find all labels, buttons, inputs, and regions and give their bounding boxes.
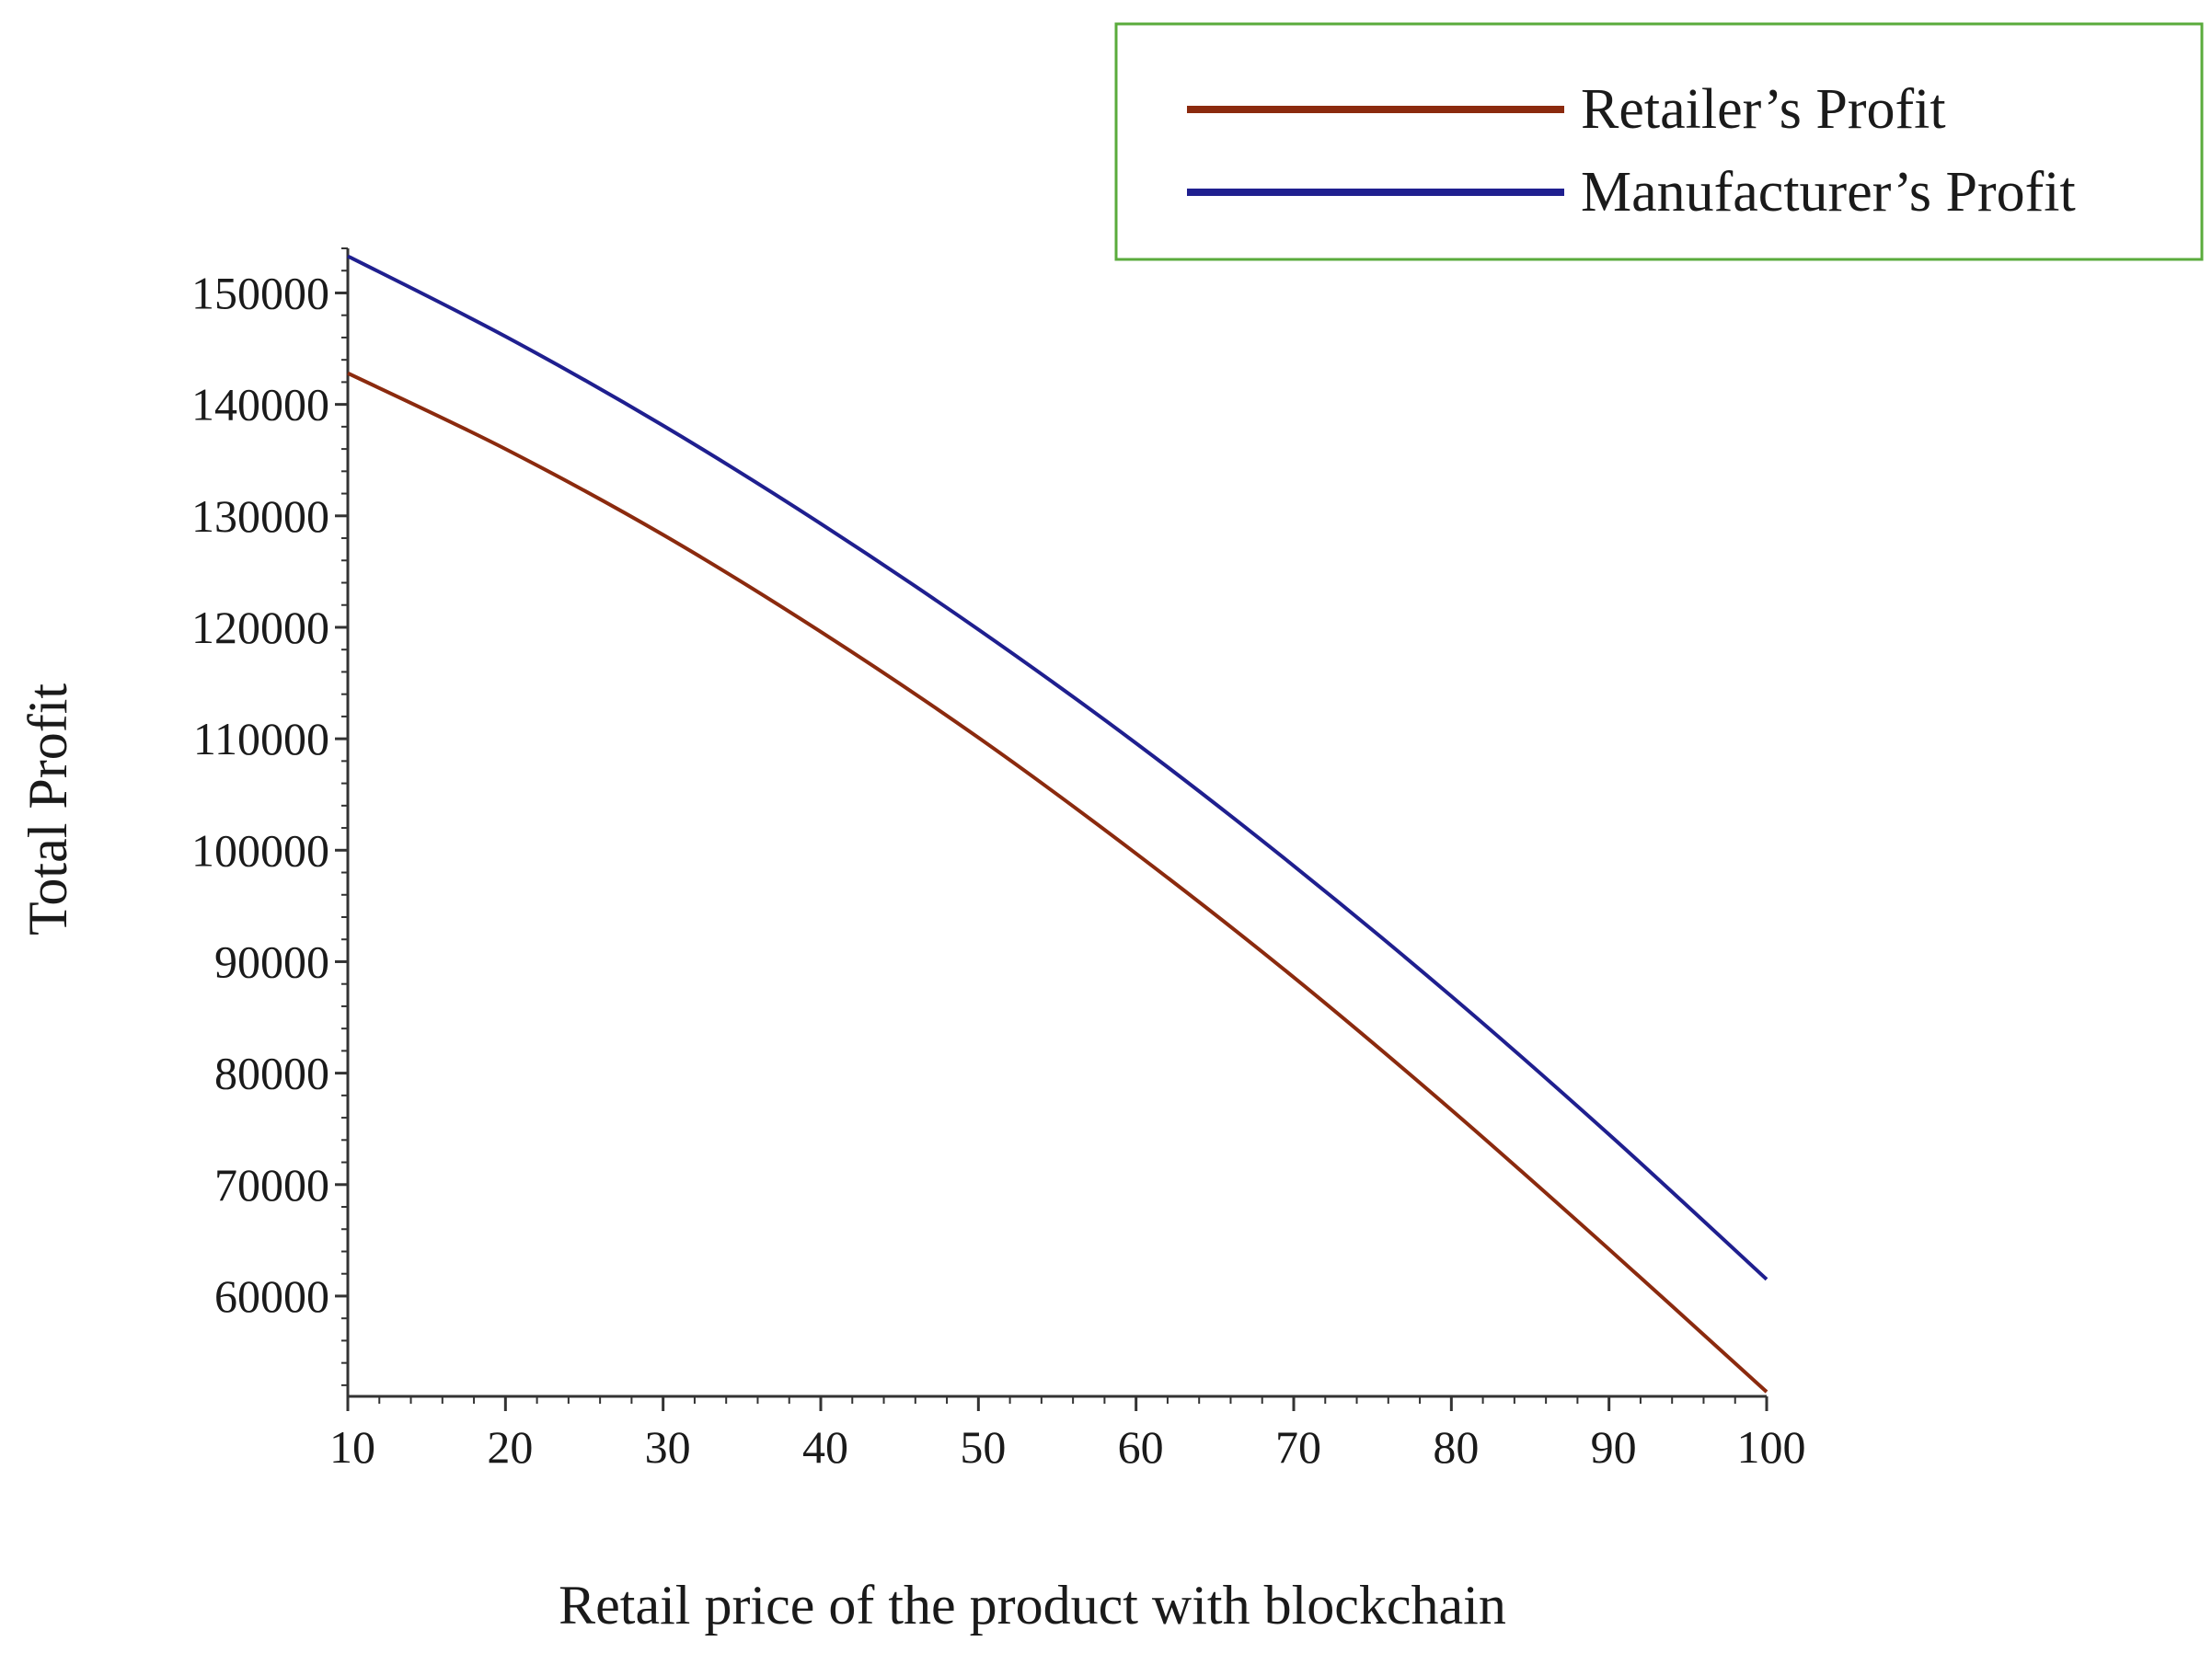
y-tick-label: 60000 — [214, 1270, 329, 1322]
y-tick-label: 80000 — [214, 1048, 329, 1099]
y-tick-label: 120000 — [191, 602, 329, 653]
y-tick-label: 130000 — [191, 490, 329, 542]
x-tick-label: 50 — [960, 1421, 1006, 1473]
y-axis-title: Total Profit — [17, 683, 78, 936]
x-axis-title: Retail price of the product with blockch… — [559, 1575, 1506, 1636]
y-tick-label: 140000 — [191, 379, 329, 430]
x-tick-label: 10 — [329, 1421, 375, 1473]
legend-label-manufacturer: Manufacturer’s Profit — [1581, 161, 2076, 224]
series-line-manufacturer — [347, 254, 1768, 1281]
x-tick-label: 40 — [802, 1421, 848, 1473]
y-tick-label: 70000 — [214, 1159, 329, 1211]
y-tick-label: 90000 — [214, 936, 329, 987]
y-tick-label: 110000 — [193, 713, 329, 764]
x-tick-label: 80 — [1433, 1421, 1479, 1473]
legend: Retailer’s Profit Manufacturer’s Profit — [1114, 22, 2204, 261]
x-tick-label: 20 — [487, 1421, 533, 1473]
series-lines — [347, 254, 1768, 1394]
y-tick-label: 100000 — [191, 824, 329, 876]
legend-label-retailer: Retailer’s Profit — [1581, 78, 1946, 141]
x-tick-label: 70 — [1275, 1421, 1321, 1473]
x-tick-label: 30 — [645, 1421, 691, 1473]
y-tick-label: 150000 — [191, 267, 329, 318]
series-line-retailer — [347, 371, 1768, 1394]
x-tick-label: 60 — [1118, 1421, 1164, 1473]
x-axis: 10 20 30 40 50 60 70 80 90 100 — [329, 1395, 1806, 1473]
y-axis: 60000 70000 80000 90000 100000 110000 120000 13… — [191, 247, 350, 1396]
legend-box — [1114, 22, 2204, 261]
x-tick-label: 90 — [1591, 1421, 1637, 1473]
x-tick-label: 100 — [1737, 1421, 1806, 1473]
